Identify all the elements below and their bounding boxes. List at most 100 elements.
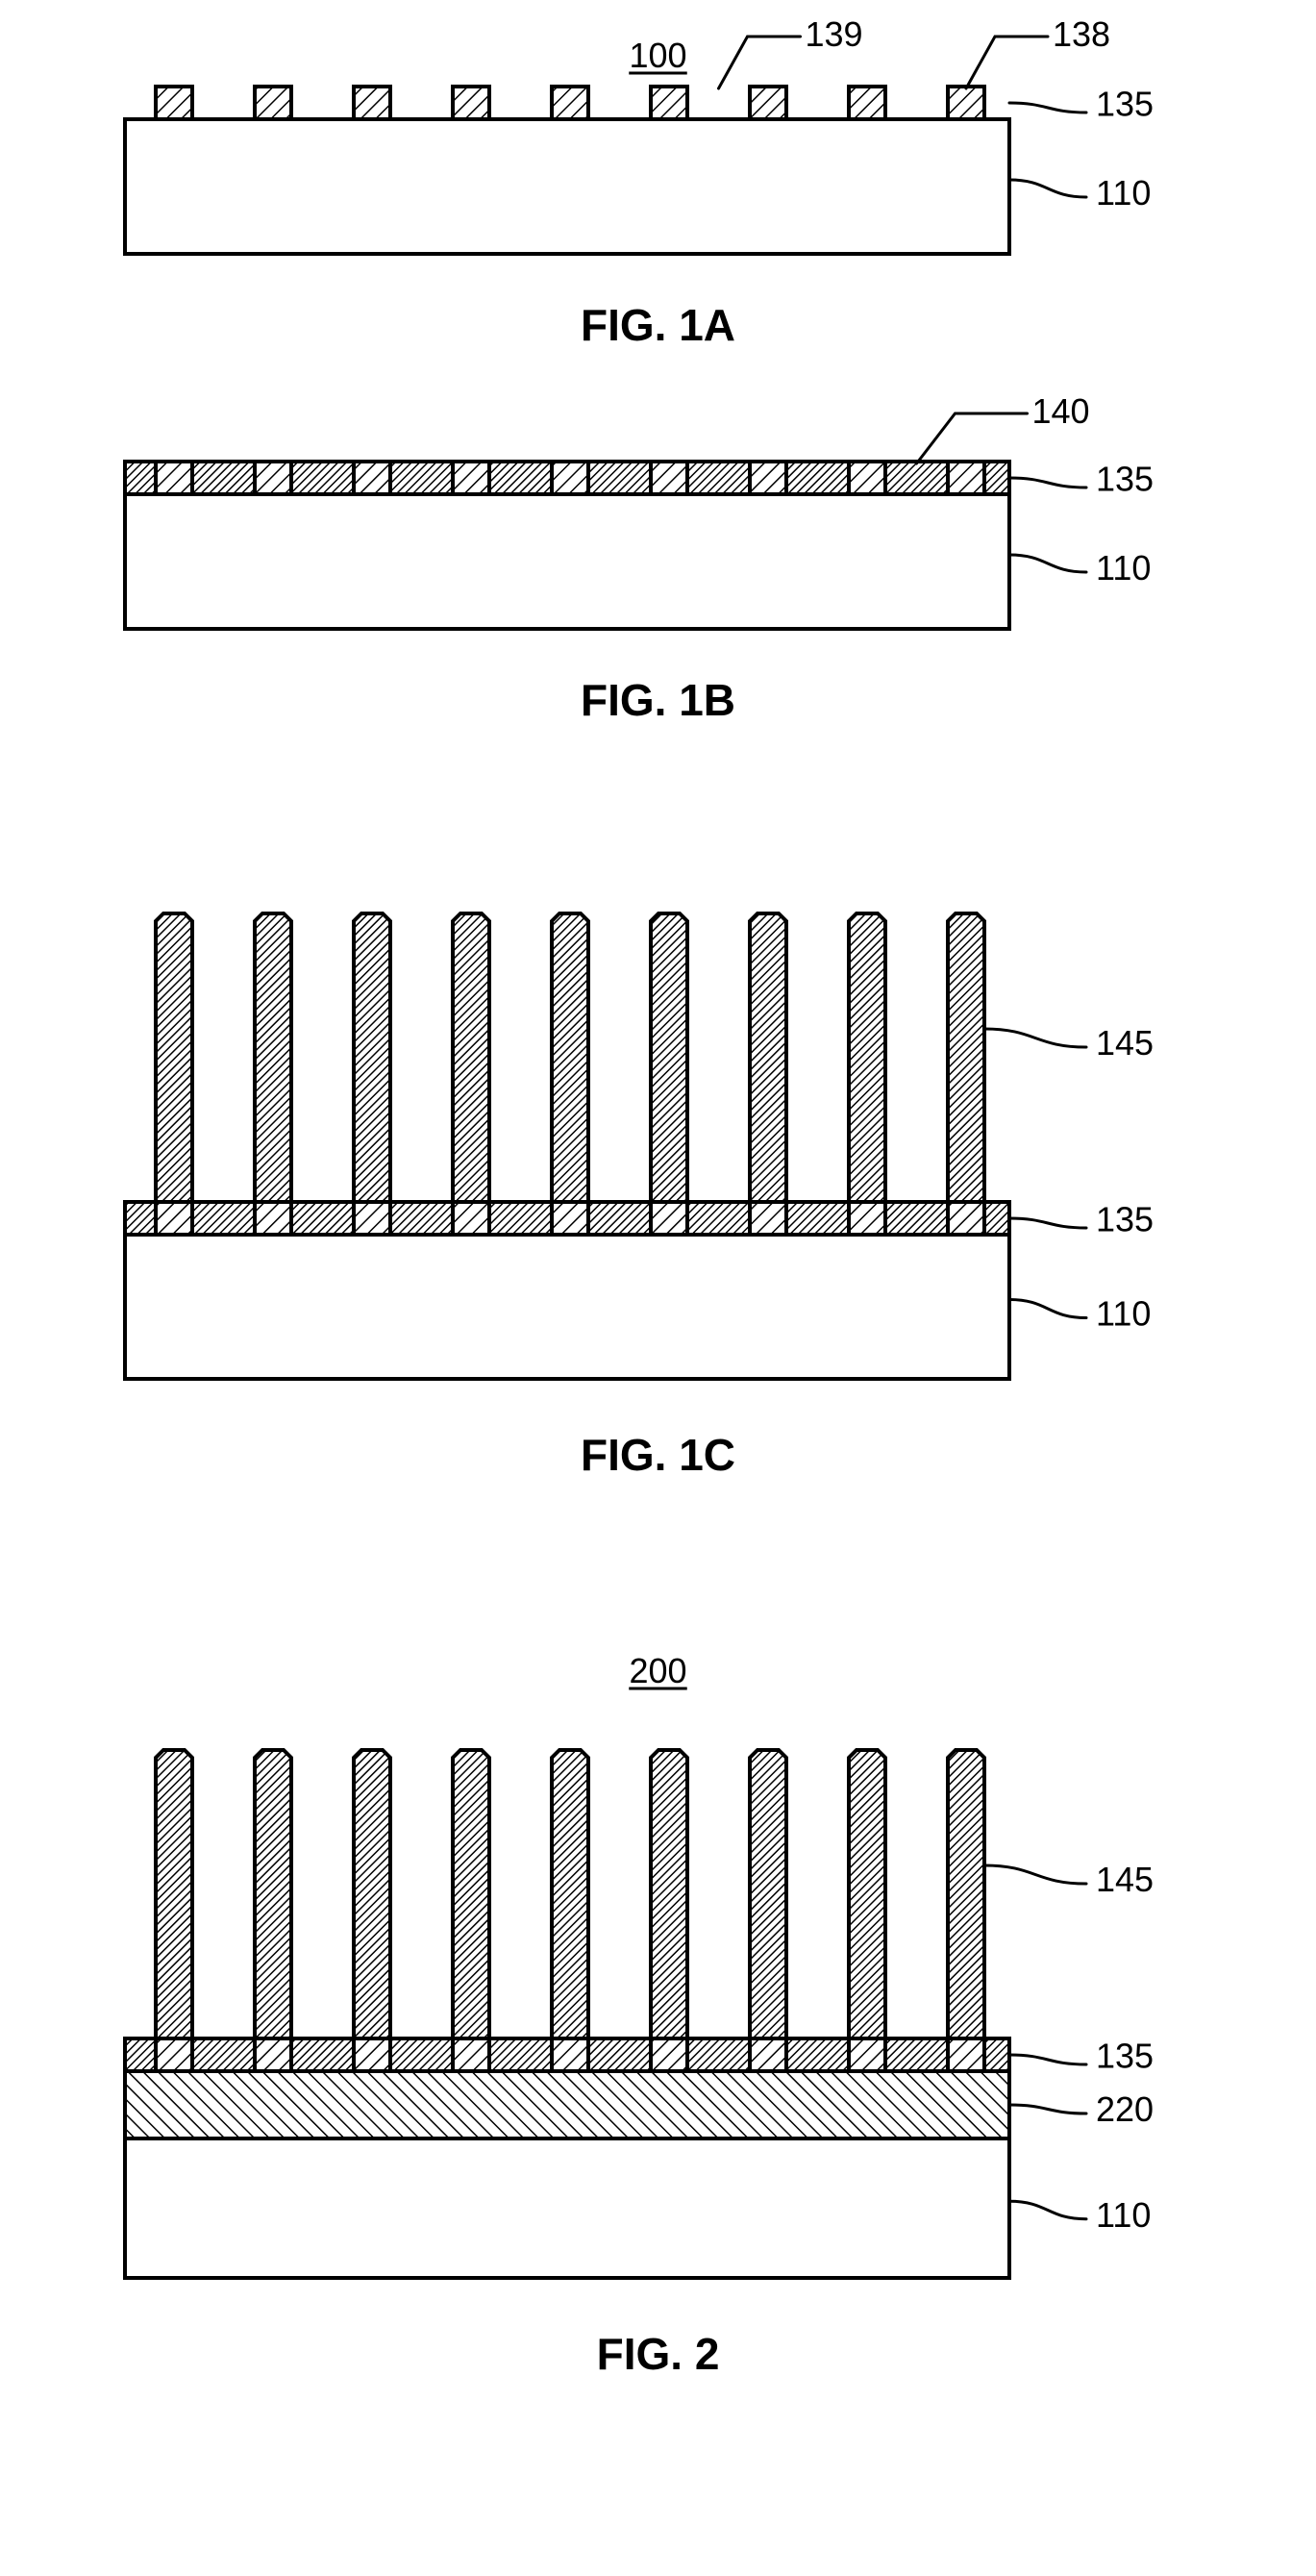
fig1a-seed-138-4 (552, 87, 588, 119)
label-110: 110 (1096, 173, 1151, 213)
leader-hook (1009, 2201, 1086, 2219)
fig1b-seed-135-3 (453, 462, 489, 494)
fig2-fill-lead (125, 2038, 156, 2071)
fig1a-seed-138-2 (354, 87, 390, 119)
fig1b-fill-140-trail (984, 462, 1009, 494)
fig1c-pillar-7 (849, 913, 885, 1202)
fig1a-seed-138-0 (156, 87, 192, 119)
label-135: 135 (1096, 1199, 1154, 1238)
fig2-fill-6 (786, 2038, 849, 2071)
fig1b-fill-140-lead (125, 462, 156, 494)
leader-hook (984, 1029, 1086, 1047)
leader-hook (1009, 555, 1086, 572)
leader-hook (1009, 2055, 1086, 2064)
fig1b-seed-135-8 (948, 462, 984, 494)
fig1b-fill-140-2 (390, 462, 453, 494)
fig1c-fill-4 (588, 1202, 651, 1235)
fig1b-seed-135-2 (354, 462, 390, 494)
fig2-seed-135 (156, 2038, 984, 2071)
fig1b-seed-135-6 (750, 462, 786, 494)
fig2-fill-1 (291, 2038, 354, 2071)
fig2-seed-135-8 (948, 2038, 984, 2071)
fig2-fill-7 (885, 2038, 948, 2071)
fig2-substrate-110 (125, 2138, 1009, 2278)
label-135: 135 (1096, 2036, 1154, 2075)
fig2-pillar-5 (651, 1750, 687, 2038)
label-110: 110 (1096, 548, 1151, 588)
leader-hook (1009, 2105, 1086, 2113)
fig1c-seed-135-0 (156, 1202, 192, 1235)
fig1c-seed-135-5 (651, 1202, 687, 1235)
fig1b-fill-140-3 (489, 462, 552, 494)
label-135: 135 (1096, 84, 1154, 123)
fig1b-fill-140-1 (291, 462, 354, 494)
fig1c-fill-5 (687, 1202, 750, 1235)
fig1c-pillar-3 (453, 913, 489, 1202)
fig1c-seed-135-8 (948, 1202, 984, 1235)
fig2-buffer-220 (125, 2071, 1009, 2138)
fig1b-fill-140-0 (192, 462, 255, 494)
label-145: 145 (1096, 1023, 1154, 1063)
fig2-seed-135-7 (849, 2038, 885, 2071)
fig1c-fill-2 (390, 1202, 453, 1235)
fig1c-fill-3 (489, 1202, 552, 1235)
fig1b-seed-135-1 (255, 462, 291, 494)
fig1b-substrate-110 (125, 494, 1009, 629)
fig2-pillar-2 (354, 1750, 390, 2038)
fig1c-substrate-110 (125, 1235, 1009, 1379)
fig1c-pillar-5 (651, 913, 687, 1202)
fig1c-seed-135-3 (453, 1202, 489, 1235)
fig2-fill-0 (192, 2038, 255, 2071)
fig2-pillar-3 (453, 1750, 489, 2038)
leader-hook (1009, 478, 1086, 488)
label-140: 140 (1032, 391, 1090, 431)
fig1c-seed-135-6 (750, 1202, 786, 1235)
leader-hook (1009, 103, 1086, 113)
fig1c-seed-135-7 (849, 1202, 885, 1235)
fig1b-fill-140-5 (687, 462, 750, 494)
leader-hook (1009, 1218, 1086, 1228)
leader-hook (1009, 1300, 1086, 1318)
fig2-fill-5 (687, 2038, 750, 2071)
fig1c-pillar-2 (354, 913, 390, 1202)
fig1c-fill-lead (125, 1202, 156, 1235)
fig1b-fill-140-4 (588, 462, 651, 494)
fig2-seed-135-0 (156, 2038, 192, 2071)
fig1b-seed-135-0 (156, 462, 192, 494)
fig2-seed-135-1 (255, 2038, 291, 2071)
fig2-seed-135-5 (651, 2038, 687, 2071)
leader-line (719, 37, 801, 88)
fig2-pillar-1 (255, 1750, 291, 2038)
fig1c-pillar-0 (156, 913, 192, 1202)
fig1a-seed-138-5 (651, 87, 687, 119)
fig2-pillar-7 (849, 1750, 885, 2038)
label-145: 145 (1096, 1860, 1154, 1899)
label-138: 138 (1053, 14, 1110, 54)
fig1c-pillar-8 (948, 913, 984, 1202)
leader-hook (1009, 180, 1086, 197)
fig1c-seed-135 (156, 1202, 984, 1235)
fig1c-seed-135-4 (552, 1202, 588, 1235)
fig2-pillar-8 (948, 1750, 984, 2038)
figure-caption: FIG. 1C (581, 1430, 735, 1480)
figure-refnum: 200 (629, 1651, 686, 1690)
fig2-pillar-4 (552, 1750, 588, 2038)
fig1b-fill-140-6 (786, 462, 849, 494)
fig1a-seed-138-7 (849, 87, 885, 119)
fig1c-fill-1 (291, 1202, 354, 1235)
fig1b-fill-140-7 (885, 462, 948, 494)
fig1c-fill-0 (192, 1202, 255, 1235)
fig1b-seed-135-7 (849, 462, 885, 494)
fig1c-pillar-6 (750, 913, 786, 1202)
fig1a-seed-138 (156, 87, 984, 119)
fig1c-pillar-1 (255, 913, 291, 1202)
fig1a-seed-138-3 (453, 87, 489, 119)
fig2-fill-4 (588, 2038, 651, 2071)
leader-line (966, 37, 1048, 88)
fig2-pillar-6 (750, 1750, 786, 2038)
fig1c-seed-135-2 (354, 1202, 390, 1235)
figure-refnum: 100 (629, 36, 686, 75)
label-220: 220 (1096, 2089, 1154, 2129)
fig1a-seed-138-8 (948, 87, 984, 119)
fig2-seed-135-2 (354, 2038, 390, 2071)
